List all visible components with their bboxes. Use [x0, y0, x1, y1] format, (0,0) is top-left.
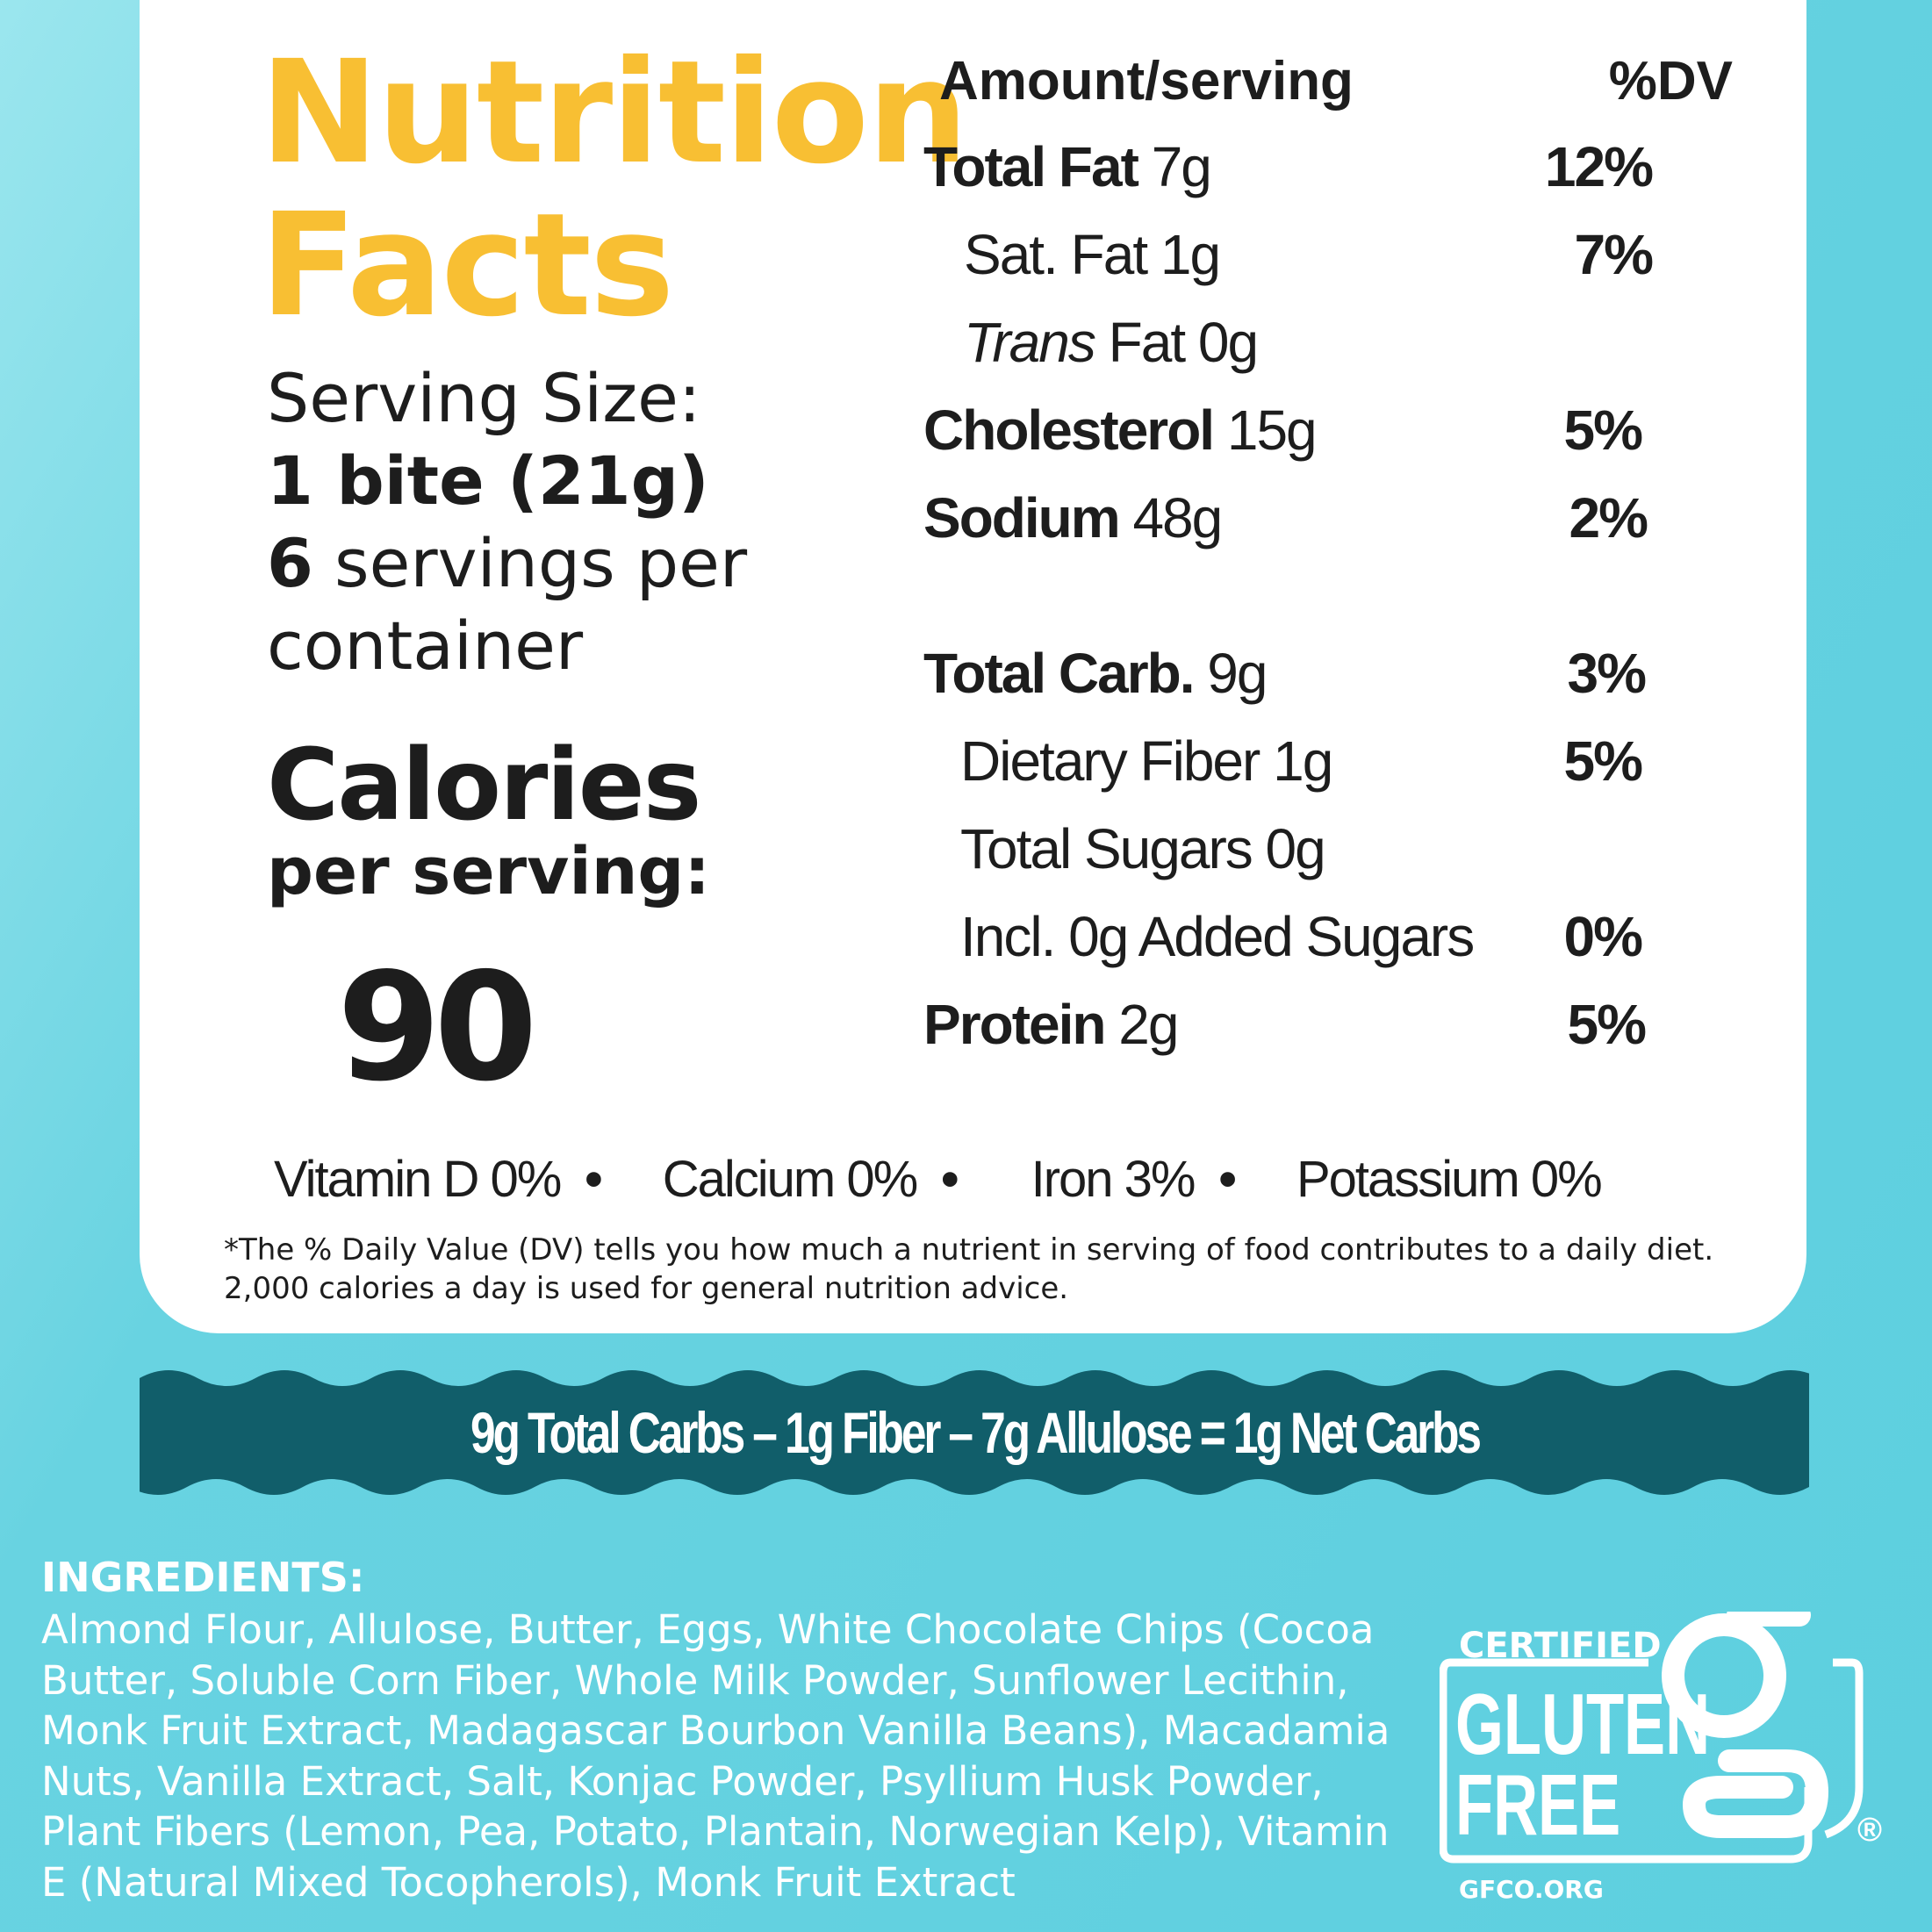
nutrient-sodium: Sodium 48g 2% — [923, 486, 1648, 549]
iron: Iron 3% — [1031, 1151, 1196, 1208]
net-carbs-banner — [140, 1370, 1809, 1495]
nutrient-trans-fat: Trans Fat 0g — [964, 311, 1259, 374]
calories-per-serving: per serving: — [267, 834, 710, 909]
calcium: Calcium 0% — [662, 1151, 918, 1208]
net-carbs-text: 9g Total Carbs – 1g Fiber – 7g Allulose … — [470, 1400, 1482, 1465]
vitamins-row: Vitamin D 0% • Calcium 0% • Iron 3% • Potas… — [274, 1151, 1603, 1208]
amount-header-label: Amount/serving — [939, 51, 1354, 111]
nutrient-total-carb: Total Carb. 9g 3% — [923, 642, 1647, 705]
title-nutrition: Nutrition — [260, 31, 968, 196]
nutrient-total-fat: Total Fat 7g 12% — [923, 135, 1654, 198]
nutrient-added-sugars: Incl. 0g Added Sugars 0% — [960, 905, 1643, 968]
logo-certified: CERTIFIED — [1459, 1626, 1662, 1666]
nutrient-dietary-fiber: Dietary Fiber 1g 5% — [960, 729, 1643, 793]
serving-size-label: Serving Size: — [267, 359, 701, 437]
nutrient-protein: Protein 2g 5% — [923, 993, 1647, 1056]
logo-registered: ® — [1857, 1812, 1882, 1849]
logo-free: FREE — [1455, 1756, 1621, 1853]
title-facts: Facts — [260, 183, 674, 348]
servings-per-container: 6 servings per — [267, 523, 747, 604]
calories-label: Calories — [267, 729, 701, 843]
nutrition-card — [140, 0, 1806, 1333]
servings-text-container: container — [267, 607, 584, 685]
logo-gluten: GLUTEN — [1455, 1676, 1711, 1772]
dv-header: %DV — [1608, 51, 1733, 111]
ingredients-list: Almond Flour, Allulose, Butter, Eggs, Wh… — [41, 1606, 1390, 1906]
vitamin-d: Vitamin D 0% — [274, 1151, 562, 1208]
gfco-g-icon — [1440, 1612, 1864, 1864]
servings-text: servings per — [312, 524, 748, 602]
ingredients-heading: INGREDIENTS: — [41, 1554, 365, 1601]
amount-header: Amount/serving %DV — [939, 42, 1733, 121]
serving-size-value: 1 bite (21g) — [267, 442, 709, 520]
potassium: Potassium 0% — [1296, 1151, 1603, 1208]
logo-url: GFCO.ORG — [1459, 1875, 1604, 1904]
servings-count: 6 — [267, 524, 313, 602]
nutrient-total-sugars: Total Sugars 0g — [960, 817, 1326, 880]
gluten-free-logo: CERTIFIED GLUTEN FREE GFCO.ORG ® — [1440, 1612, 1887, 1910]
calories-value: 90 — [337, 941, 538, 1115]
nutrient-sat-fat: Sat. Fat 1g 7% — [964, 223, 1654, 286]
nutrient-cholesterol: Cholesterol 15g 5% — [923, 399, 1643, 462]
dv-footnote: *The % Daily Value (DV) tells you how mu… — [224, 1232, 1714, 1306]
